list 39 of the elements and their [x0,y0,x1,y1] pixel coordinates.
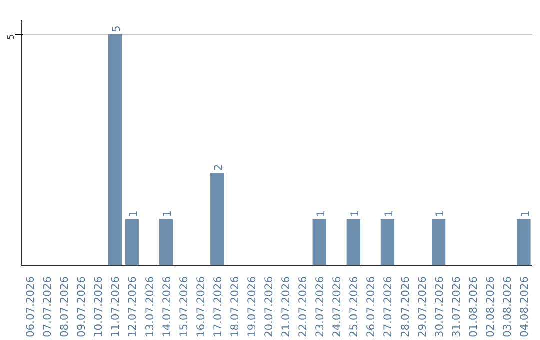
data-label: 1 [518,210,532,218]
x-tick-label: 02.08.2026 [484,276,497,338]
x-tick-label: 31.07.2026 [450,276,463,338]
x-tick-label: 30.07.2026 [432,276,446,338]
x-tick-label: 20.07.2026 [262,276,276,338]
data-label: 1 [127,210,140,218]
x-tick-label: 27.07.2026 [382,276,395,338]
x-tick-label: 25.07.2026 [348,276,361,338]
x-tick-label: 07.07.2026 [41,276,54,338]
data-label: 1 [314,210,328,218]
x-tick-label: 14.07.2026 [160,276,174,338]
x-tick-label: 26.07.2026 [364,276,378,338]
x-tick-label: 06.07.2026 [24,276,38,338]
x-tick-label: 19.07.2026 [245,276,258,338]
x-tick-label: 23.07.2026 [314,276,327,338]
x-tick-label: 28.07.2026 [398,276,412,338]
x-tick-label: 15.07.2026 [177,276,190,338]
x-tick-label: 17.07.2026 [211,276,224,338]
x-tick-label: 03.08.2026 [500,276,514,338]
data-label: 2 [212,164,226,172]
x-tick-label: 08.07.2026 [58,276,72,338]
x-tick-label: 18.07.2026 [228,276,242,338]
x-tick-label: 10.07.2026 [92,276,106,338]
x-tick-label: 04.08.2026 [518,276,531,338]
x-tick-label: 09.07.2026 [75,276,88,338]
data-label: 1 [382,210,396,218]
x-tick-label: 13.07.2026 [143,276,156,338]
x-tick-label: 01.08.2026 [466,276,480,338]
x-tick-label: 12.07.2026 [126,276,140,338]
x-tick-label: 24.07.2026 [330,276,344,338]
x-tick-label: 11.07.2026 [109,276,122,338]
x-tick-label: 21.07.2026 [280,276,293,338]
x-tick-label: 16.07.2026 [194,276,208,338]
data-label: 1 [161,210,174,218]
data-label: 1 [434,210,447,218]
data-label: 5 [110,26,124,32]
x-tick-label: 22.07.2026 [296,276,310,338]
x-tick-label: 29.07.2026 [416,276,429,338]
data-label: 1 [348,210,362,218]
